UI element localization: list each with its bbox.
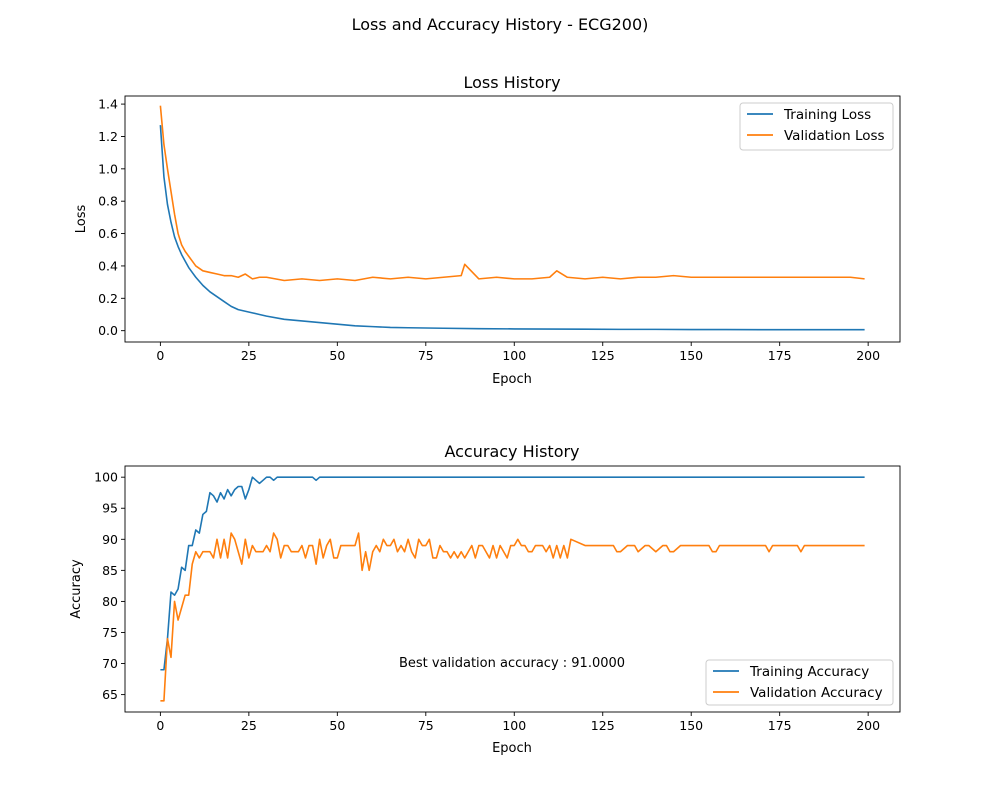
accuracy-history-training-accuracy-line <box>160 476 865 671</box>
accuracy-history-y-tick-label: 65 <box>102 687 118 702</box>
loss-history-y-tick-label: 0.0 <box>98 323 118 338</box>
accuracy-history-x-tick-label: 125 <box>591 718 615 733</box>
accuracy-history-x-tick-label: 200 <box>856 718 880 733</box>
accuracy-history-x-tick-label: 175 <box>768 718 792 733</box>
loss-history-x-tick-label: 200 <box>856 348 880 363</box>
accuracy-history-y-tick-label: 70 <box>102 656 118 671</box>
loss-history-x-tick-label: 50 <box>329 348 345 363</box>
accuracy-history-legend-label-training-accuracy: Training Accuracy <box>749 664 869 680</box>
loss-history-legend-label-validation-loss: Validation Loss <box>784 128 885 144</box>
loss-history-legend-label-training-loss: Training Loss <box>783 107 871 123</box>
loss-history-training-loss-line <box>159 125 865 331</box>
loss-history-x-tick-label: 25 <box>241 348 257 363</box>
loss-x-axis-label: Epoch <box>492 372 532 387</box>
figure-suptitle: Loss and Accuracy History - ECG200) <box>352 15 649 34</box>
loss-history-x-tick-label: 75 <box>418 348 434 363</box>
accuracy-history-y-tick-label: 85 <box>102 563 118 578</box>
loss-history-y-tick-label: 1.4 <box>98 97 118 112</box>
loss-history-y-tick-label: 0.6 <box>98 226 118 241</box>
accuracy-history-y-tick-label: 100 <box>94 470 118 485</box>
loss-history-validation-loss-line <box>159 105 865 282</box>
accuracy-x-axis-label: Epoch <box>492 741 532 756</box>
accuracy-history-y-tick-label: 95 <box>102 501 118 516</box>
loss-history-x-tick-label: 0 <box>156 348 164 363</box>
loss-history-x-tick-label: 100 <box>502 348 526 363</box>
best-validation-annotation: Best validation accuracy : 91.0000 <box>399 656 625 671</box>
accuracy-history-legend-label-validation-accuracy: Validation Accuracy <box>750 685 883 701</box>
accuracy-history-x-tick-label: 75 <box>418 718 434 733</box>
accuracy-history-y-tick-label: 80 <box>102 594 118 609</box>
loss-history-x-tick-label: 125 <box>591 348 615 363</box>
loss-panel-title: Loss History <box>463 73 560 92</box>
loss-history-y-tick-label: 1.0 <box>98 161 118 176</box>
accuracy-history-axes-frame <box>124 465 901 713</box>
loss-history-x-tick-label: 150 <box>679 348 703 363</box>
accuracy-history-x-tick-label: 0 <box>156 718 164 733</box>
accuracy-history-legend-box <box>705 659 894 706</box>
loss-history-y-tick-label: 0.4 <box>98 258 118 273</box>
accuracy-history-x-tick-label: 150 <box>679 718 703 733</box>
accuracy-y-axis-label: Accuracy <box>69 559 84 619</box>
accuracy-history-panel: Accuracy History Epoch Accuracy Best val… <box>69 442 901 756</box>
accuracy-history-validation-accuracy-line <box>160 532 865 702</box>
loss-history-axes-frame <box>124 95 901 343</box>
loss-history-x-tick-label: 175 <box>768 348 792 363</box>
accuracy-history-y-tick-label: 90 <box>102 532 118 547</box>
loss-history-y-tick-label: 0.8 <box>98 194 118 209</box>
loss-history-y-tick-label: 0.2 <box>98 291 118 306</box>
loss-history-legend-box <box>739 102 894 151</box>
accuracy-history-legend: Training Accuracy Validation Accuracy <box>705 659 894 706</box>
accuracy-panel-title: Accuracy History <box>444 442 579 461</box>
loss-history-legend: Training Loss Validation Loss <box>739 102 894 151</box>
accuracy-history-x-tick-label: 50 <box>329 718 345 733</box>
accuracy-history-x-tick-label: 25 <box>241 718 257 733</box>
accuracy-history-x-tick-label: 100 <box>502 718 526 733</box>
loss-history-y-tick-label: 1.2 <box>98 129 118 144</box>
accuracy-history-y-tick-label: 75 <box>102 625 118 640</box>
loss-history-panel: Loss History Epoch Loss 0 25 50 75 100 125 150… <box>74 73 901 387</box>
loss-y-axis-label: Loss <box>74 205 89 234</box>
